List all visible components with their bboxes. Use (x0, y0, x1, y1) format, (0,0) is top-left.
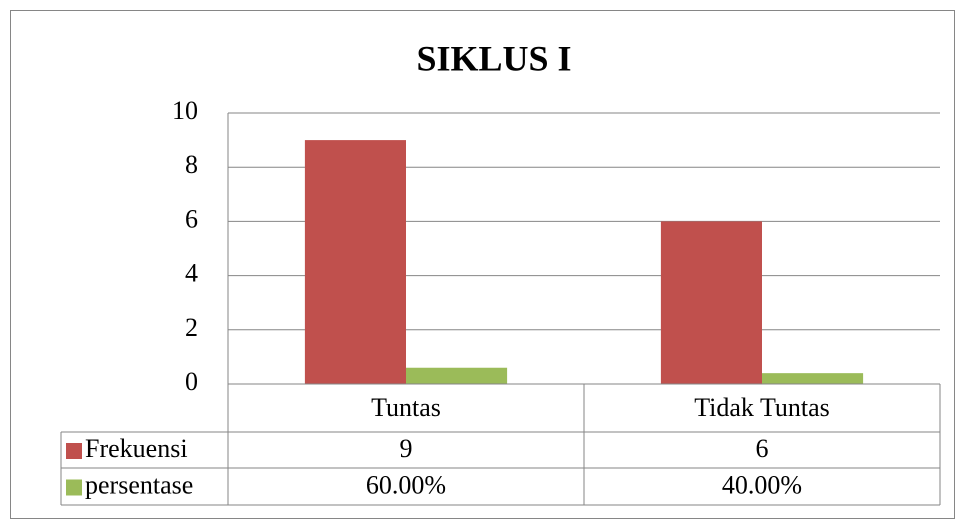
data-table-cell: 6 (756, 434, 769, 463)
bar (304, 140, 406, 384)
y-tick-label: 4 (185, 259, 198, 288)
legend-key (66, 479, 82, 496)
y-tick-label: 6 (185, 204, 198, 233)
chart-border (10, 10, 955, 519)
y-tick-label: 10 (172, 96, 198, 125)
bar (660, 221, 762, 384)
data-table-cell: 9 (400, 434, 413, 463)
x-tick-label: Tidak Tuntas (694, 393, 830, 422)
y-tick-label: 2 (185, 313, 198, 342)
legend-label: Frekuensi (85, 434, 188, 463)
y-tick-label: 8 (185, 150, 198, 179)
x-tick-label: Tuntas (371, 393, 441, 422)
data-table-cell: 60.00% (366, 470, 446, 499)
y-tick-label: 0 (185, 367, 198, 396)
bar (406, 367, 508, 384)
legend-key (66, 443, 82, 459)
data-table-cell: 40.00% (722, 470, 802, 499)
legend-label: persentase (85, 470, 193, 499)
chart-title: SIKLUS I (416, 38, 571, 78)
bar (762, 373, 864, 384)
